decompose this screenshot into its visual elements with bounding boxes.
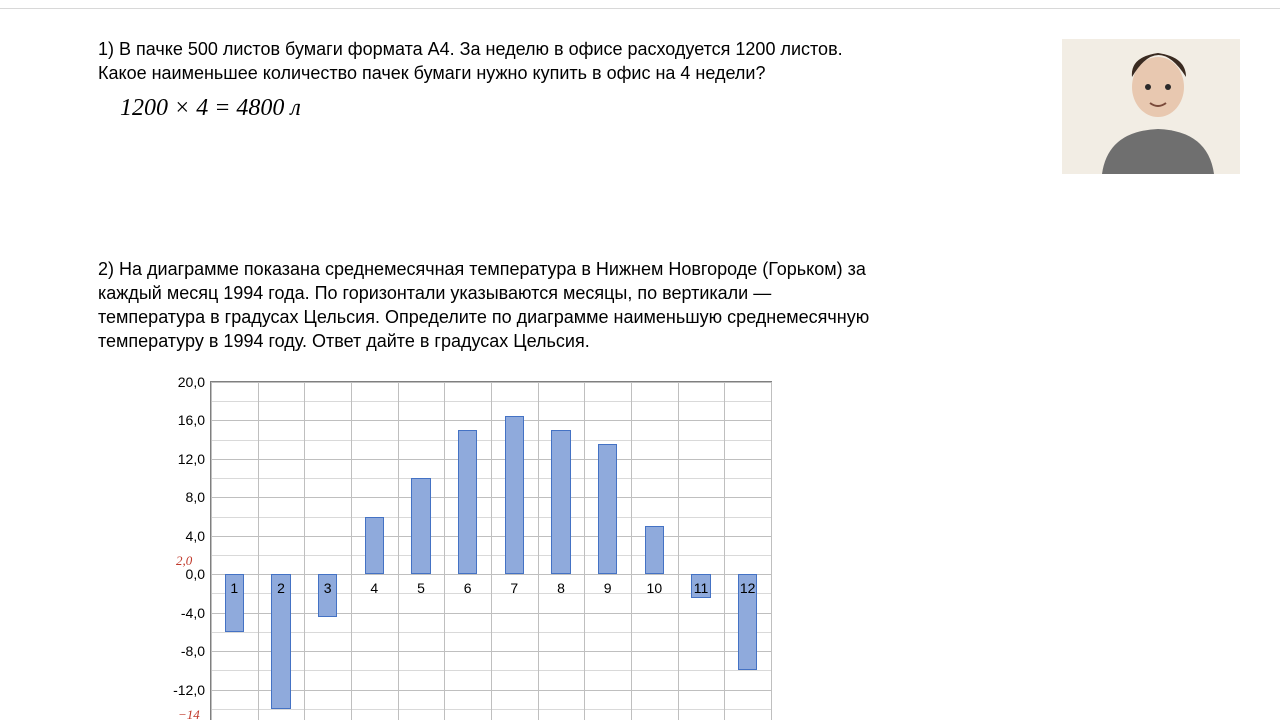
bar-month-9 [598, 444, 618, 574]
x-label: 10 [647, 580, 663, 596]
problem-2-text-content: 2) На диаграмме показана среднемесячная … [98, 259, 869, 351]
problem-1-text-content: 1) В пачке 500 листов бумаги формата А4.… [98, 39, 843, 83]
x-label: 11 [694, 580, 709, 596]
problem-2-text: 2) На диаграмме показана среднемесячная … [98, 257, 880, 353]
y-tick-label: 8,0 [186, 489, 211, 505]
problem-1-work-content: 1200 × 4 = 4800 л [120, 95, 301, 121]
presenter-webcam [1062, 39, 1240, 174]
y-tick-label: 20,0 [178, 374, 211, 390]
temperature-chart: -12,0-8,0-4,00,04,08,012,016,020,0123456… [210, 381, 770, 720]
y-tick-label: 12,0 [178, 451, 211, 467]
x-label: 7 [510, 580, 518, 596]
x-label: 6 [464, 580, 472, 596]
bar-month-5 [411, 478, 431, 574]
y-tick-label: -4,0 [181, 605, 211, 621]
problem-1-text: 1) В пачке 500 листов бумаги формата А4.… [98, 37, 878, 85]
x-label: 9 [604, 580, 612, 596]
problem-1-work: 1200 × 4 = 4800 л [120, 95, 301, 122]
annotation-minus-fourteen: −14 [178, 707, 200, 720]
bar-month-10 [645, 526, 665, 574]
chart-plot-area: -12,0-8,0-4,00,04,08,012,016,020,0123456… [210, 381, 772, 720]
x-label: 1 [230, 580, 238, 596]
annotation-two: 2,0 [176, 553, 192, 569]
bar-month-7 [505, 416, 525, 575]
x-label: 2 [277, 580, 285, 596]
y-tick-label: 4,0 [186, 528, 211, 544]
x-label: 5 [417, 580, 425, 596]
y-tick-label: 16,0 [178, 412, 211, 428]
y-tick-label: -12,0 [173, 682, 211, 698]
x-label: 3 [324, 580, 332, 596]
x-label: 12 [740, 580, 756, 596]
bar-month-6 [458, 430, 478, 574]
bar-month-4 [365, 517, 385, 575]
y-tick-label: -8,0 [181, 643, 211, 659]
x-label: 4 [370, 580, 378, 596]
x-label: 8 [557, 580, 565, 596]
bar-month-8 [551, 430, 571, 574]
page-container: 1) В пачке 500 листов бумаги формата А4.… [0, 8, 1280, 720]
